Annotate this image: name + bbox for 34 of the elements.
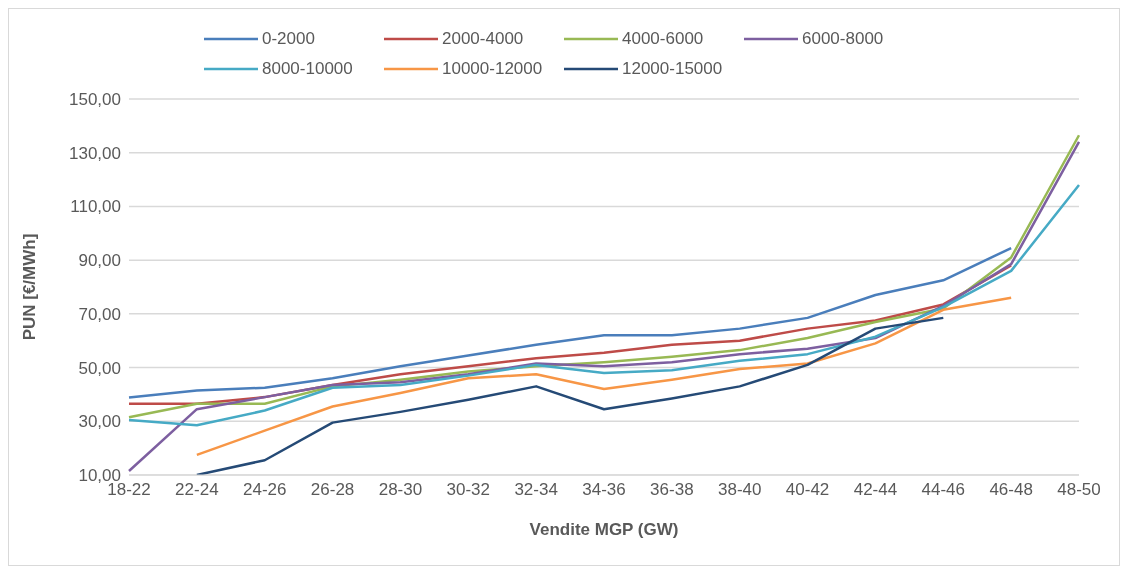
x-tick-label: 30-32: [446, 480, 491, 500]
y-tick-label: 110,00: [70, 197, 121, 217]
x-tick-label: 28-30: [378, 480, 423, 500]
x-tick-label: 44-46: [921, 480, 966, 500]
legend-label: 12000-15000: [622, 59, 723, 79]
y-tick-label: 70,00: [78, 304, 121, 324]
line-series: [127, 183, 1081, 427]
line-series: [195, 316, 945, 475]
x-tick-label: 40-42: [785, 480, 830, 500]
legend-label: 4000-6000: [622, 29, 704, 49]
legend-label: 0-2000: [262, 29, 315, 49]
x-tick-label: 46-48: [989, 480, 1033, 500]
y-tick-label: 30,00: [78, 412, 121, 432]
y-tick-label: 130,00: [69, 143, 121, 163]
legend-label: 10000-12000: [442, 59, 543, 79]
x-tick-label: 36-38: [650, 480, 694, 500]
line-series: [195, 296, 1013, 457]
y-tick-label: 90,00: [78, 251, 121, 271]
x-tick-label: 38-40: [717, 480, 762, 500]
x-tick-label: 24-26: [242, 480, 287, 500]
x-tick-label: 32-34: [514, 480, 558, 500]
y-tick-label: 50,00: [78, 358, 121, 378]
legend-label: 8000-10000: [262, 59, 353, 79]
line-series: [127, 246, 1013, 399]
legend-label: 2000-4000: [442, 29, 524, 49]
x-tick-label: 48-50: [1057, 480, 1101, 500]
x-tick-label: 22-24: [175, 480, 219, 500]
x-tick-label: 26-28: [310, 480, 355, 500]
legend-label: 6000-8000: [802, 29, 884, 49]
y-axis-title: PUN [€/MWh]: [20, 233, 40, 341]
x-axis-title: Vendite MGP (GW): [529, 520, 679, 539]
x-tick-label: 34-36: [582, 480, 626, 500]
x-tick-label: 42-44: [853, 480, 898, 500]
y-tick-label: 150,00: [69, 90, 121, 110]
